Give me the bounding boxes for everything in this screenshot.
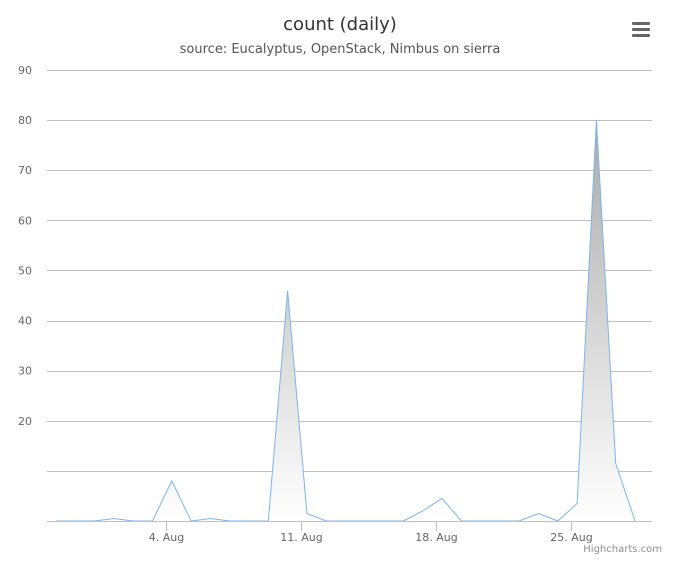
x-tick-label: 4. Aug (149, 531, 184, 544)
y-tick-label: 90 (18, 64, 32, 77)
credits-link[interactable]: Highcharts.com (583, 544, 662, 555)
x-tick-label: 18. Aug (415, 531, 457, 544)
menu-bar (632, 34, 650, 37)
chart-title: count (daily) (283, 14, 397, 35)
hamburger-menu-icon[interactable] (628, 18, 654, 40)
chart-subtitle: source: Eucalyptus, OpenStack, Nimbus on… (179, 42, 501, 57)
area-fill (56, 120, 635, 521)
menu-bar (632, 22, 650, 25)
y-tick-label: 80 (18, 114, 32, 127)
y-tick-label: 70 (18, 164, 32, 177)
y-tick-label: 20 (18, 415, 32, 428)
x-tick-label: 25. Aug (550, 531, 592, 544)
series-line (56, 120, 636, 522)
x-tick-label: 11. Aug (280, 531, 322, 544)
y-tick-label: 60 (18, 214, 32, 227)
y-tick-label: 40 (18, 315, 32, 328)
menu-bar (632, 28, 650, 31)
y-tick-label: 30 (18, 365, 32, 378)
y-tick-label: 50 (18, 264, 32, 277)
